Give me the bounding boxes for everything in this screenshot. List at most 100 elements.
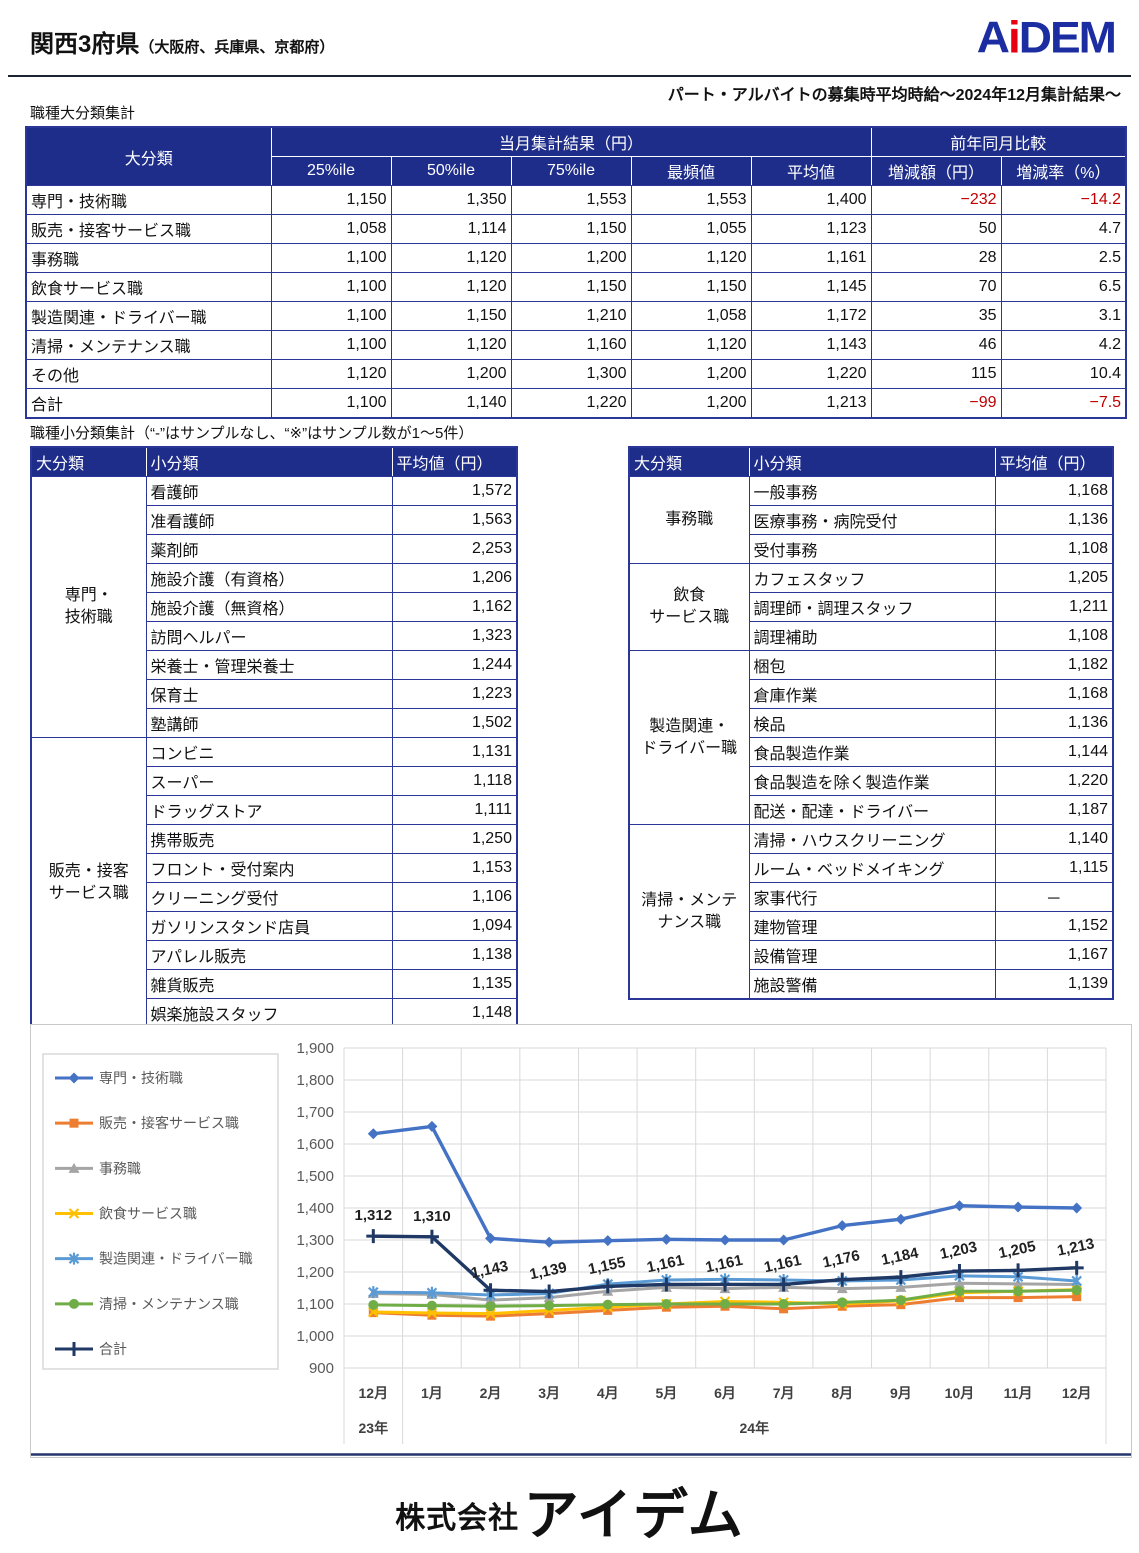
value-cell: 1,094 — [391, 911, 518, 941]
company-prefix: 株式会社 — [395, 1502, 520, 1535]
subcategory-cell: ガソリンスタンド店員 — [145, 911, 393, 941]
subcategory-cell: 施設介護（無資格） — [145, 592, 393, 622]
x-axis-month-label: 3月 — [538, 1385, 560, 1401]
data-point-marker — [485, 1301, 496, 1312]
diff-rate-cell: 6.5 — [1000, 272, 1127, 302]
value-cell: 1,244 — [391, 650, 518, 680]
legend-entry-label: 合計 — [99, 1341, 127, 1357]
data-point-marker — [368, 1306, 379, 1318]
value-cell: 1,300 — [510, 359, 632, 389]
col-header-average: 平均値（円） — [391, 446, 518, 477]
data-label: 1,161 — [704, 1252, 744, 1276]
table-row: 製造関連・ドライバー職 1,100 1,150 1,210 1,058 1,172 35 3.… — [25, 301, 1127, 331]
category-cell: その他 — [25, 359, 272, 389]
value-cell: 1,100 — [270, 272, 392, 302]
value-cell: 1,223 — [391, 679, 518, 709]
value-cell: 1,400 — [750, 185, 872, 215]
x-axis-month-label: 9月 — [890, 1385, 912, 1401]
data-point-marker — [778, 1299, 789, 1309]
data-point-marker — [427, 1310, 437, 1320]
value-cell: 1,572 — [391, 476, 518, 506]
subcategory-cell: 梱包 — [748, 650, 996, 680]
data-point-marker — [483, 1283, 498, 1298]
value-cell: 1,138 — [391, 940, 518, 970]
value-cell: 1,152 — [994, 911, 1114, 941]
value-cell: 1,150 — [390, 301, 512, 331]
value-cell: 1,108 — [994, 621, 1114, 651]
value-cell: 1,150 — [270, 185, 392, 215]
subcategory-cell: 倉庫作業 — [748, 679, 996, 709]
col-header-subcategory: 小分類 — [145, 446, 393, 477]
value-cell: 1,168 — [994, 476, 1114, 506]
value-cell: 1,213 — [750, 388, 872, 419]
diff-rate-cell: −14.2 — [1000, 185, 1127, 215]
data-label: 1,155 — [587, 1254, 627, 1278]
value-cell: 1,172 — [750, 301, 872, 331]
data-point-marker — [720, 1299, 730, 1309]
value-cell: 1,120 — [390, 243, 512, 273]
table-row: 事務職 1,100 1,120 1,200 1,120 1,161 28 2.5 — [25, 243, 1127, 273]
data-point-marker — [1013, 1293, 1023, 1303]
category-cell: 製造関連・ドライバー職 — [25, 301, 272, 331]
subcategory-cell: 配送・配達・ドライバー — [748, 795, 996, 825]
subcategory-cell: 食品製造を除く製造作業 — [748, 766, 996, 796]
y-axis-tick: 1,400 — [296, 1200, 334, 1217]
value-cell: － — [994, 882, 1114, 912]
diff-amount-cell: −232 — [870, 185, 1002, 215]
data-point-marker — [895, 1213, 907, 1225]
company-name: アイデム — [523, 1484, 744, 1546]
data-point-marker — [68, 1072, 80, 1084]
data-point-marker — [837, 1297, 848, 1308]
value-cell: 1,120 — [630, 243, 752, 273]
subcategory-cell: 検品 — [748, 708, 996, 738]
subcategory-cell: ドラッグストア — [145, 795, 393, 825]
data-point-marker — [485, 1308, 496, 1319]
value-cell: 1,145 — [750, 272, 872, 302]
data-point-marker — [954, 1286, 965, 1297]
y-axis-tick: 1,900 — [296, 1040, 334, 1057]
data-point-marker — [67, 1342, 81, 1357]
diff-amount-cell: −99 — [870, 388, 1002, 419]
subcategory-cell: コンビニ — [145, 737, 393, 767]
minor-table-caption: 職種小分類集計（“-”はサンプルなし、“※”はサンプル数が1～5件） — [30, 425, 474, 442]
value-cell: 1,144 — [994, 737, 1114, 767]
data-point-marker — [367, 1128, 379, 1140]
value-cell: 1,150 — [510, 214, 632, 244]
table-row: 訪問ヘルパー 1,323 — [31, 621, 518, 651]
subcategory-cell: 受付事務 — [748, 534, 996, 564]
category-cell: 製造関連・ドライバー職 — [628, 650, 750, 825]
subcategory-cell: 医療事務・病院受付 — [748, 505, 996, 535]
table-row: その他 1,120 1,200 1,300 1,200 1,220 115 10.4 — [25, 359, 1127, 389]
table-row: 飲食サービス職 1,100 1,120 1,150 1,150 1,145 70 6.5 — [25, 272, 1127, 302]
category-cell: 販売・接客サービス職 — [30, 737, 147, 1029]
table-row: 保育士 1,223 — [31, 679, 518, 709]
legend-entry-label: 専門・技術職 — [99, 1070, 183, 1086]
value-cell: 1,114 — [390, 214, 512, 244]
value-cell: 1,100 — [270, 330, 392, 360]
col-header-category: 大分類 — [25, 126, 272, 186]
subcategory-cell: 調理師・調理スタッフ — [748, 592, 996, 622]
data-label: 1,213 — [1056, 1235, 1096, 1259]
x-axis-month-label: 7月 — [773, 1385, 795, 1401]
x-axis-year-label: 23年 — [359, 1420, 389, 1436]
value-cell: 1,140 — [390, 388, 512, 419]
legend-entry-label: 飲食サービス職 — [99, 1206, 197, 1222]
subcategory-cell: アパレル販売 — [145, 940, 393, 970]
table-row: 家事代行－ — [629, 882, 1114, 912]
value-cell: 1,161 — [750, 243, 872, 273]
subcategory-cell: 准看護師 — [145, 505, 393, 535]
value-cell: 1,168 — [994, 679, 1114, 709]
value-cell: 1,150 — [630, 272, 752, 302]
data-point-marker — [718, 1277, 732, 1292]
value-cell: 1,136 — [994, 708, 1114, 738]
value-cell: 1,206 — [391, 563, 518, 593]
table-row: 清掃・メンテ ナンス職 清掃・ハウスクリーニング 1,140 — [628, 824, 1114, 1000]
value-cell: 1,167 — [994, 940, 1114, 970]
x-axis-month-label: 5月 — [655, 1385, 677, 1401]
diff-rate-cell: −7.5 — [1000, 388, 1127, 419]
data-point-marker — [424, 1229, 439, 1244]
category-cell: 販売・接客サービス職 — [25, 214, 272, 244]
region-title-note: （大阪府、兵庫県、京都府） — [139, 39, 335, 56]
y-axis-tick: 1,600 — [296, 1136, 334, 1153]
